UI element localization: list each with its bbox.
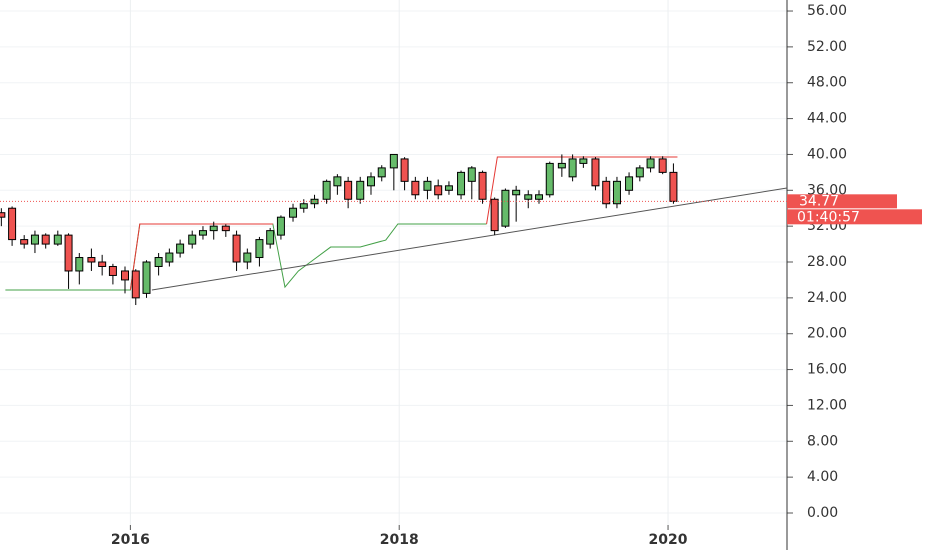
y-tick-label: 0.00 <box>807 505 838 521</box>
candle-body <box>154 257 163 267</box>
candle-body <box>444 185 453 191</box>
candle-body <box>142 261 151 294</box>
candle-body <box>625 176 634 191</box>
candle-body <box>255 239 264 259</box>
candle-body <box>591 158 600 187</box>
y-tick-label: 4.00 <box>807 469 838 485</box>
candle-body <box>602 180 611 205</box>
candle-body <box>612 180 621 205</box>
candle-body <box>41 234 50 245</box>
candle-body <box>30 234 39 245</box>
candle-body <box>333 176 342 187</box>
y-tick-label: 16.00 <box>807 362 847 378</box>
candle-body <box>356 180 365 200</box>
overlay-line <box>486 156 678 225</box>
candle-body <box>243 252 252 263</box>
candle-body <box>0 212 6 218</box>
candle-body <box>646 158 655 169</box>
candle-body <box>535 194 544 200</box>
candle-body <box>377 167 386 178</box>
y-tick-label: 8.00 <box>807 433 838 449</box>
candle-body <box>557 162 566 169</box>
candle-body <box>669 171 678 202</box>
candle-body <box>121 270 130 281</box>
y-tick-label: 40.00 <box>807 146 847 162</box>
y-tick-label: 36.00 <box>807 182 847 198</box>
y-tick-label: 48.00 <box>807 75 847 91</box>
candle-body <box>579 158 588 164</box>
candle-body <box>289 207 298 218</box>
candle-body <box>131 270 140 299</box>
candle-body <box>478 171 487 200</box>
candle-body <box>8 207 17 241</box>
candle-body <box>366 176 375 187</box>
candle-body <box>344 180 353 200</box>
countdown-box <box>787 209 922 225</box>
candle-body <box>545 162 554 196</box>
overlay-line <box>129 223 273 291</box>
candle-body <box>165 252 174 263</box>
candle-body <box>389 153 398 169</box>
price-label-box <box>787 194 897 209</box>
candle-body <box>400 158 409 182</box>
y-tick-label: 44.00 <box>807 111 847 127</box>
x-tick-label: 2018 <box>380 532 419 548</box>
candle-body <box>434 185 443 196</box>
candle-body <box>276 216 285 236</box>
candle-body <box>221 225 230 232</box>
candle-body <box>322 180 331 200</box>
x-tick-label: 2020 <box>649 532 688 548</box>
candle-body <box>198 230 207 236</box>
overlay-line <box>151 187 788 291</box>
candle-body <box>232 234 241 263</box>
candle-body <box>490 198 499 232</box>
x-tick-label: 2016 <box>111 532 150 548</box>
candle-body <box>209 225 218 232</box>
candle-body <box>457 171 466 196</box>
candle-body <box>75 257 84 272</box>
candle-body <box>53 234 62 245</box>
candle-body <box>87 257 96 263</box>
candle-body <box>64 234 73 272</box>
y-tick-label: 12.00 <box>807 397 847 413</box>
candle-body <box>98 261 107 267</box>
candle-body <box>635 167 644 178</box>
candle-body <box>411 180 420 196</box>
y-tick-label: 24.00 <box>807 290 847 306</box>
candle-body <box>568 158 577 178</box>
candle-body <box>658 158 667 173</box>
candle-body <box>524 194 533 200</box>
candle-body <box>501 189 510 227</box>
y-tick-label: 52.00 <box>807 39 847 55</box>
candle-body <box>512 189 521 196</box>
y-tick-label: 56.00 <box>807 3 847 19</box>
candle-body <box>188 234 197 245</box>
candle-body <box>299 203 308 209</box>
y-tick-label: 28.00 <box>807 254 847 270</box>
candle-body <box>423 180 432 191</box>
candle-body <box>108 265 117 276</box>
countdown-label: 01:40:57 <box>797 209 860 225</box>
candle-body <box>20 239 29 245</box>
y-tick-label: 20.00 <box>807 326 847 342</box>
candle-body <box>467 167 476 182</box>
candle-body <box>266 230 275 245</box>
candle-body <box>176 243 185 254</box>
price-label: 34.77 <box>799 193 839 209</box>
